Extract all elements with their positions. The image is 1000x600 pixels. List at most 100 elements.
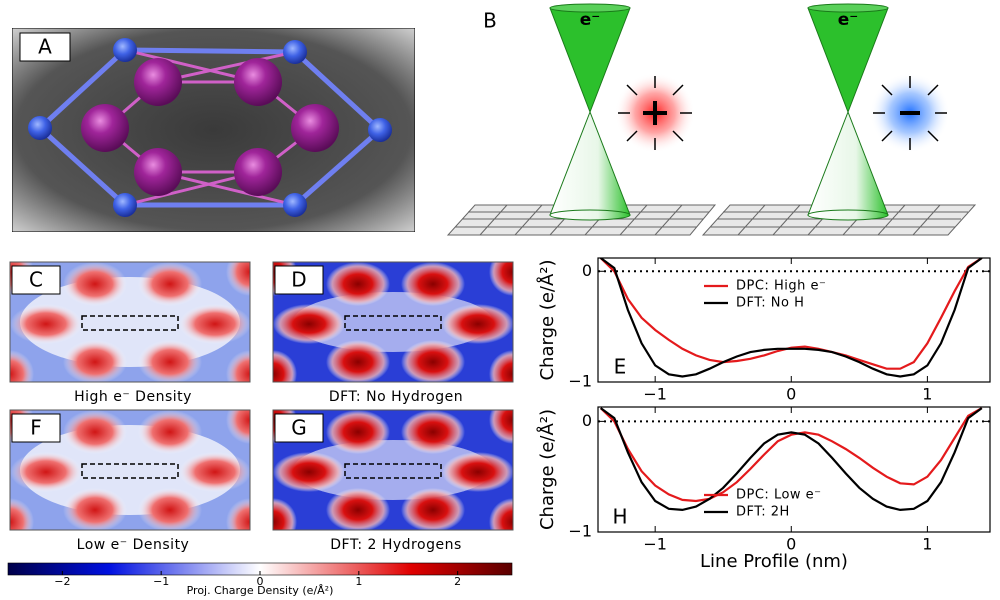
map-light — [293, 440, 493, 500]
x-tick-label: 1 — [922, 385, 932, 404]
shape — [124, 47, 296, 55]
shape — [293, 50, 382, 132]
line-profile-box — [81, 315, 179, 331]
shape — [737, 204, 766, 236]
colorbar-tick-label: −2 — [54, 575, 70, 588]
map-image — [273, 410, 513, 530]
colorbar: Proj. Charge Density (e/Å²) — [7, 562, 513, 597]
y-tick-label: 0 — [582, 261, 592, 280]
y-axis-label: Charge (e/Å²) — [536, 409, 558, 530]
shape — [654, 204, 683, 236]
y-tick-label: −1 — [568, 522, 592, 541]
map-image — [10, 410, 250, 530]
plot-frame — [597, 406, 991, 533]
map-blob — [442, 452, 513, 492]
panel-label: A — [38, 35, 52, 59]
series-line — [599, 258, 983, 370]
map-blob — [10, 452, 82, 492]
map-blob — [138, 340, 202, 382]
label-box — [274, 265, 324, 295]
map-blob — [138, 262, 202, 306]
map-blob — [401, 262, 465, 306]
line-profile-box — [344, 315, 442, 331]
map-blob — [226, 262, 250, 296]
map-blob — [226, 350, 250, 382]
line-profile-box — [344, 463, 442, 479]
map-blob — [63, 488, 127, 530]
series-line — [599, 407, 983, 503]
panel-label: H — [612, 505, 627, 529]
colorbar-tick-label: −1 — [153, 575, 169, 588]
map-blob — [489, 262, 513, 296]
line-chart: −1 0 1 −1 0 Charge (e/Å²) Line Profile (nm) H DP… — [536, 406, 991, 572]
series-line — [600, 407, 983, 512]
map-frame — [272, 409, 514, 531]
y-tick-label: −1 — [568, 372, 592, 391]
map-frame — [9, 261, 251, 383]
shape — [446, 204, 977, 236]
map-blob — [273, 452, 345, 492]
legend-label: DPC: High e⁻ — [736, 279, 826, 294]
colorbar-tick-label: 2 — [454, 575, 461, 588]
label-box — [11, 413, 61, 443]
x-axis-label: Line Profile (nm) — [700, 551, 848, 572]
shape — [618, 76, 947, 150]
charge-map: G DFT: 2 Hydrogens — [272, 409, 514, 553]
shape — [113, 193, 137, 217]
colorbar-label: Proj. Charge Density (e/Å²) — [187, 584, 334, 597]
shape — [881, 130, 893, 142]
charge-map: C High e⁻ Density — [9, 261, 251, 405]
panel-label: B — [483, 9, 497, 33]
legend-label: DPC: Low e⁻ — [736, 488, 822, 503]
panel-label: C — [29, 268, 43, 292]
shape — [368, 118, 392, 142]
shape — [772, 204, 801, 236]
x-tick-label: −1 — [643, 535, 667, 554]
shape — [134, 58, 182, 106]
panel-a: A — [12, 28, 415, 232]
shape — [19, 32, 71, 62]
map-blob — [489, 498, 513, 530]
y-tick-label: 0 — [582, 411, 592, 430]
shape — [12, 28, 415, 232]
shape — [514, 204, 543, 236]
panel-label: D — [291, 268, 306, 292]
shape — [626, 130, 638, 142]
map-blob — [401, 340, 465, 382]
shape — [38, 126, 127, 207]
colorbar-tick-label: 0 — [257, 575, 264, 588]
label-box — [11, 265, 61, 295]
map-blob — [226, 410, 250, 444]
shape — [877, 204, 906, 236]
map-blob — [326, 488, 390, 530]
shape — [38, 48, 127, 130]
map-blob — [10, 304, 82, 344]
panel-caption: High e⁻ Density — [74, 389, 192, 405]
map-blob — [401, 410, 465, 454]
panel-label: E — [614, 355, 627, 379]
panel-label: G — [291, 416, 307, 440]
plot-frame — [597, 257, 991, 383]
map-blob — [63, 262, 127, 306]
x-tick-label: 1 — [922, 535, 932, 554]
map-light — [293, 440, 493, 500]
shape — [807, 3, 889, 13]
panel-caption: Low e⁻ Density — [77, 537, 190, 553]
shape — [549, 209, 631, 221]
shape — [912, 204, 941, 236]
shape — [134, 148, 182, 196]
shape — [672, 130, 684, 142]
panel-b: B e⁻ e⁻ — [446, 3, 977, 236]
shape — [927, 130, 939, 142]
shape — [619, 204, 648, 236]
charge-maps: C High e⁻ Density D DFT: No Hydrogen F Low e⁻… — [9, 261, 514, 553]
map-frame — [9, 409, 251, 531]
map-blob — [179, 304, 250, 344]
charge-map: F Low e⁻ Density — [9, 409, 251, 553]
series-line — [600, 258, 983, 378]
shape — [28, 38, 392, 217]
shape — [283, 40, 307, 64]
map-blob — [326, 340, 390, 382]
shape — [881, 84, 893, 96]
